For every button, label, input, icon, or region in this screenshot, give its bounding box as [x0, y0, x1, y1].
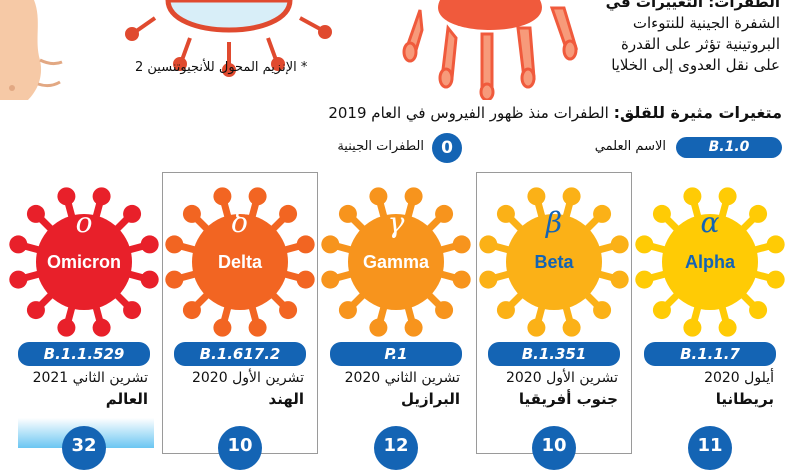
- explainer-line: الشفرة الجينية للنتوءات: [632, 14, 780, 32]
- section-heading: متغيرات مثيرة للقلق: الطفرات منذ ظهور ال…: [328, 103, 782, 122]
- explainer-line: الطفرات: التغييرات في: [605, 0, 780, 11]
- virus-icon: [9, 187, 159, 337]
- virus-icon: [635, 187, 785, 337]
- scientific-name-pill: B.1.351: [488, 342, 620, 366]
- variant-name: Gamma: [362, 252, 430, 272]
- greek-letter: δ: [231, 206, 249, 239]
- scientific-name-pill: P.1: [330, 342, 462, 366]
- variant-alpha: α Alpha B.1.1.7 أيلول 2020 بريطانيا 11: [632, 170, 788, 470]
- virus-icon: [165, 187, 315, 337]
- first-detected-date: تشرين الثاني 2020: [344, 370, 460, 386]
- scientific-name-pill: B.1.617.2: [174, 342, 306, 366]
- variant-delta: δ Delta B.1.617.2 تشرين الأول 2020 الهند…: [162, 170, 318, 470]
- origin-country: جنوب أفريقيا: [518, 390, 618, 408]
- greek-letter: β: [545, 206, 563, 239]
- variant-gamma: γ Gamma P.1 تشرين الثاني 2020 البرازيل 1…: [318, 170, 474, 470]
- greek-letter: α: [700, 206, 720, 239]
- origin-country: العالم: [105, 390, 148, 408]
- virus-icon: [479, 187, 629, 337]
- first-detected-date: تشرين الأول 2020: [505, 370, 618, 386]
- first-detected-date: أيلول 2020: [704, 370, 774, 386]
- legend-code-label: الاسم العلمي: [594, 139, 666, 154]
- mutations-count: 10: [218, 426, 262, 470]
- legend-mutations-label: الطفرات الجينية: [337, 139, 424, 154]
- origin-country: البرازيل: [400, 390, 460, 408]
- legend-mutations-circle: 0: [432, 133, 462, 163]
- variant-name: Omicron: [46, 252, 121, 272]
- mutations-count: 11: [688, 426, 732, 470]
- first-detected-date: تشرين الثاني 2021: [32, 370, 148, 386]
- first-detected-date: تشرين الأول 2020: [191, 370, 304, 386]
- greek-letter: ο: [75, 206, 93, 239]
- variant-beta: β Beta B.1.351 تشرين الأول 2020 جنوب أفر…: [476, 170, 632, 470]
- variant-name: Alpha: [684, 252, 735, 272]
- heading-bold: متغيرات مثيرة للقلق:: [613, 103, 782, 122]
- heading-rest: الطفرات منذ ظهور الفيروس في العام 2019: [328, 104, 614, 122]
- mutations-count: 10: [532, 426, 576, 470]
- virus-illustration: [0, 0, 579, 100]
- explainer-line: البروتينية تؤثر على القدرة: [621, 35, 780, 53]
- variant-omicron: ο Omicron B.1.1.529 تشرين الثاني 2021 ال…: [6, 170, 162, 470]
- origin-country: بريطانيا: [715, 390, 774, 408]
- mutations-count: 12: [374, 426, 418, 470]
- mutation-explainer: الطفرات: التغييرات في الشفرة الجينية للن…: [590, 0, 780, 76]
- variant-name: Delta: [217, 252, 262, 272]
- footnote: * الإنزيم المحول للأنجيوتنسين 2: [135, 60, 308, 75]
- greek-letter: γ: [387, 206, 405, 239]
- origin-country: الهند: [268, 390, 304, 408]
- scientific-name-pill: B.1.1.7: [644, 342, 776, 366]
- variant-name: Beta: [534, 252, 574, 272]
- scientific-name-pill: B.1.1.529: [18, 342, 150, 366]
- mutations-count: 32: [62, 426, 106, 470]
- virus-icon: [321, 187, 471, 337]
- explainer-line: على نقل العدوى إلى الخلايا: [611, 56, 780, 74]
- legend-code-pill: B.1.0: [676, 137, 782, 158]
